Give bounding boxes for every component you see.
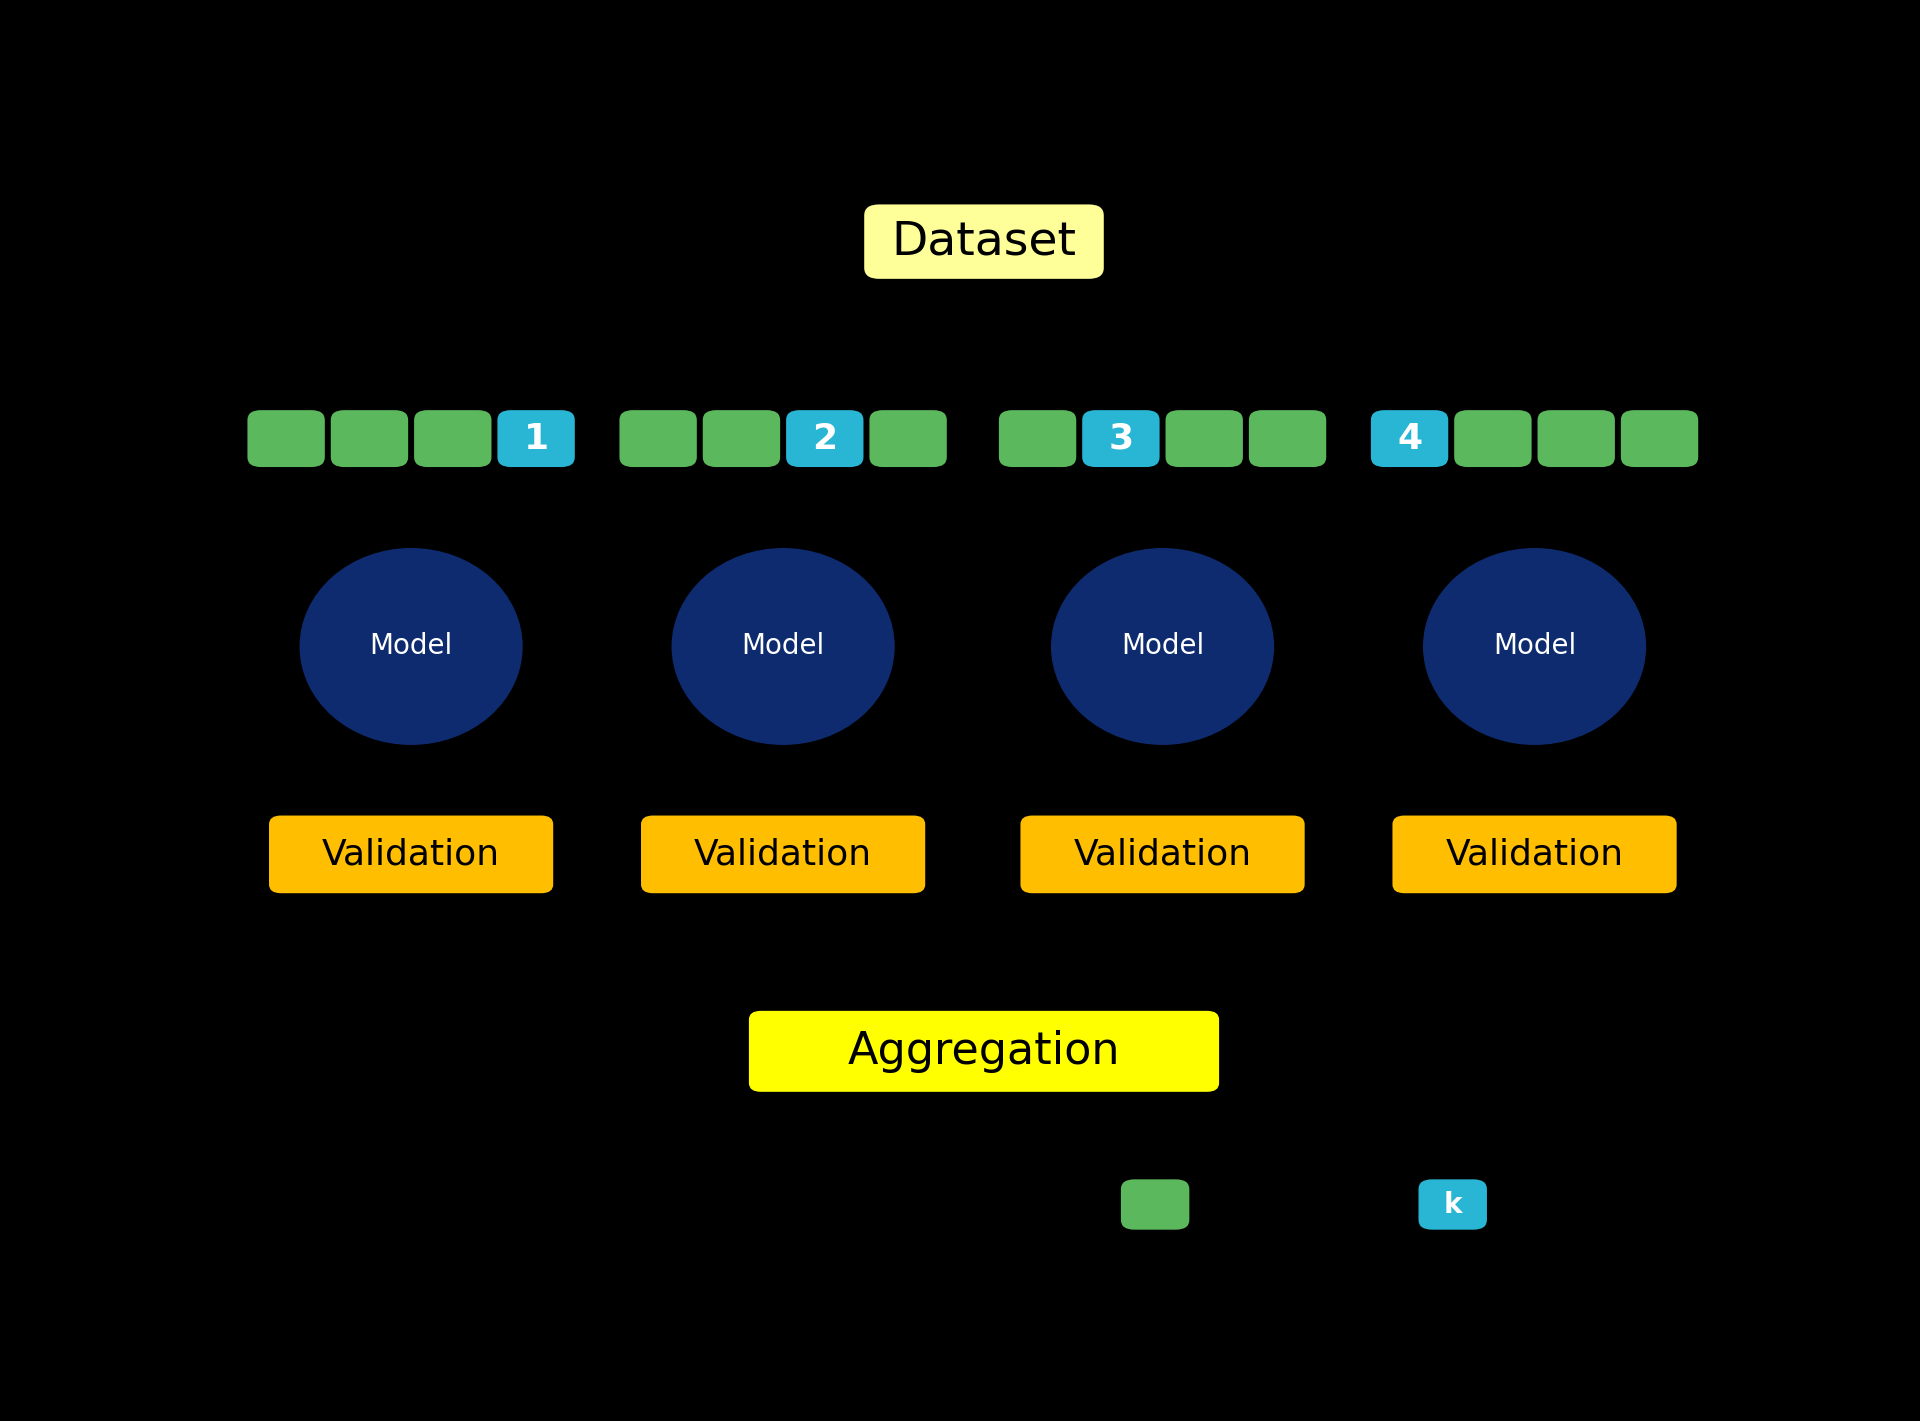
FancyBboxPatch shape	[1620, 411, 1699, 468]
Text: k: k	[1444, 1191, 1461, 1219]
FancyBboxPatch shape	[1538, 411, 1615, 468]
Text: 4: 4	[1398, 422, 1423, 456]
FancyBboxPatch shape	[998, 411, 1077, 468]
Text: 2: 2	[812, 422, 837, 456]
Text: Validation: Validation	[1073, 837, 1252, 871]
FancyBboxPatch shape	[1419, 1179, 1486, 1229]
Text: Model: Model	[369, 632, 453, 661]
FancyBboxPatch shape	[1083, 411, 1160, 468]
FancyBboxPatch shape	[1371, 411, 1448, 468]
FancyBboxPatch shape	[497, 411, 574, 468]
Text: 3: 3	[1108, 422, 1133, 456]
Ellipse shape	[1423, 549, 1645, 745]
Text: Model: Model	[1494, 632, 1576, 661]
Text: Model: Model	[1121, 632, 1204, 661]
FancyBboxPatch shape	[1121, 1179, 1188, 1229]
FancyBboxPatch shape	[785, 411, 864, 468]
Text: Validation: Validation	[323, 837, 501, 871]
FancyBboxPatch shape	[703, 411, 780, 468]
FancyBboxPatch shape	[330, 411, 409, 468]
Ellipse shape	[672, 549, 895, 745]
FancyBboxPatch shape	[248, 411, 324, 468]
FancyBboxPatch shape	[864, 205, 1104, 279]
Ellipse shape	[300, 549, 522, 745]
FancyBboxPatch shape	[620, 411, 697, 468]
FancyBboxPatch shape	[1453, 411, 1532, 468]
Text: Validation: Validation	[693, 837, 872, 871]
Text: Dataset: Dataset	[891, 219, 1077, 264]
FancyBboxPatch shape	[269, 816, 553, 894]
FancyBboxPatch shape	[1020, 816, 1306, 894]
FancyBboxPatch shape	[870, 411, 947, 468]
FancyBboxPatch shape	[415, 411, 492, 468]
Text: Model: Model	[741, 632, 826, 661]
FancyBboxPatch shape	[1392, 816, 1676, 894]
Ellipse shape	[1050, 549, 1275, 745]
FancyBboxPatch shape	[641, 816, 925, 894]
Text: 1: 1	[524, 422, 549, 456]
FancyBboxPatch shape	[749, 1010, 1219, 1091]
Text: Aggregation: Aggregation	[849, 1030, 1119, 1073]
FancyBboxPatch shape	[1165, 411, 1242, 468]
FancyBboxPatch shape	[1248, 411, 1327, 468]
Text: Validation: Validation	[1446, 837, 1624, 871]
